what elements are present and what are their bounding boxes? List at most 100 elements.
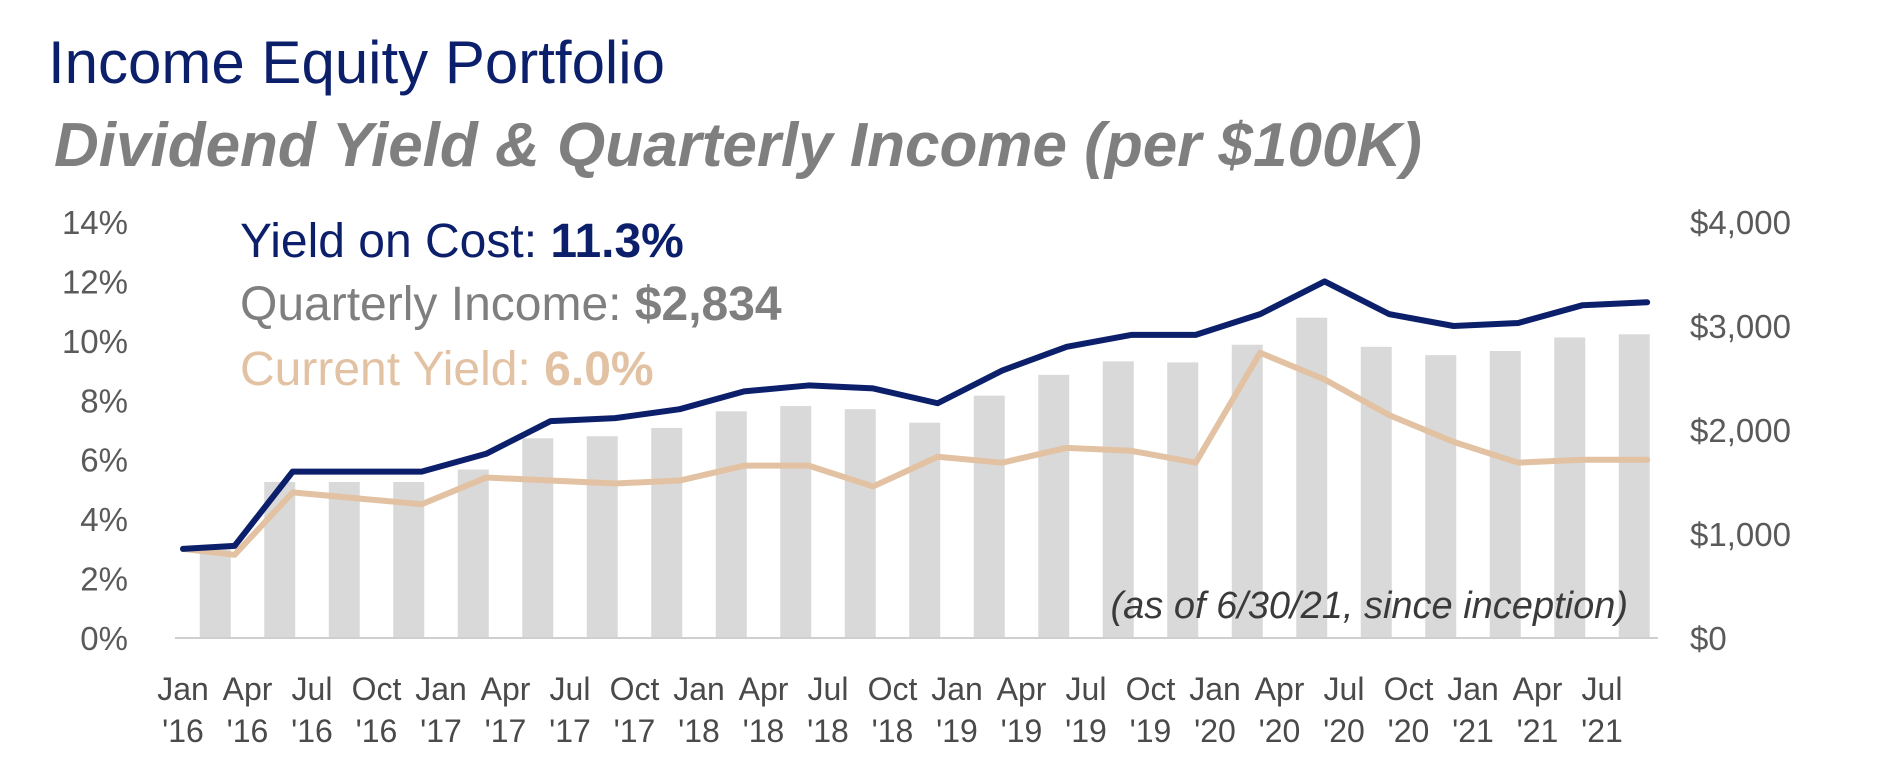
x-tick-month: Apr xyxy=(1513,671,1563,707)
current-yield-line xyxy=(180,349,1651,558)
income-bar xyxy=(1167,362,1199,638)
x-axis-tick: Oct '19 xyxy=(1126,671,1176,749)
current-yield-value: 6.0% xyxy=(544,343,653,396)
x-tick-month: Apr xyxy=(223,671,273,707)
quarterly-income-value: $2,834 xyxy=(635,278,782,331)
x-tick-year: '18 xyxy=(678,713,720,749)
x-tick-year: '17 xyxy=(485,713,527,749)
x-axis-tick: Jan '18 xyxy=(673,671,725,749)
x-axis-tick: Jul '18 xyxy=(807,671,849,749)
x-tick-year: '18 xyxy=(743,713,785,749)
x-tick-year: '20 xyxy=(1194,713,1236,749)
yield-on-cost-label: Yield on Cost: xyxy=(240,215,550,268)
income-bar xyxy=(651,427,683,638)
x-tick-month: Apr xyxy=(997,671,1047,707)
x-tick-month: Oct xyxy=(610,671,660,707)
x-tick-year: '20 xyxy=(1388,713,1430,749)
x-tick-year: '19 xyxy=(1001,713,1043,749)
left-axis-tick: 4% xyxy=(80,501,128,538)
left-axis-tick: 6% xyxy=(80,442,128,479)
yield-on-cost-stat: Yield on Cost: 11.3% xyxy=(240,215,684,268)
x-tick-month: Jan xyxy=(157,671,209,707)
x-axis-tick: Apr '16 xyxy=(223,671,273,749)
quarterly-income-stat: Quarterly Income: $2,834 xyxy=(240,278,782,331)
income-bar xyxy=(715,411,747,638)
x-axis-tick: Jan '17 xyxy=(415,671,467,749)
x-axis-tick: Jan '20 xyxy=(1189,671,1241,749)
x-axis-tick: Oct '18 xyxy=(868,671,918,749)
x-tick-year: '19 xyxy=(1065,713,1107,749)
x-tick-month: Jul xyxy=(1324,671,1365,707)
x-tick-month: Jan xyxy=(1447,671,1499,707)
x-tick-month: Jan xyxy=(415,671,467,707)
x-axis-tick: Apr '18 xyxy=(739,671,789,749)
x-axis-tick: Jan '21 xyxy=(1447,671,1499,749)
yield-on-cost-line xyxy=(180,278,1651,552)
income-bar xyxy=(780,406,812,638)
income-bar xyxy=(1554,337,1586,638)
x-axis-tick: Jul '20 xyxy=(1323,671,1365,749)
x-axis-tick: Oct '16 xyxy=(352,671,402,749)
x-tick-month: Apr xyxy=(739,671,789,707)
left-axis-tick: 2% xyxy=(80,561,128,598)
left-axis-tick: 0% xyxy=(80,620,128,657)
x-axis-ticks: Jan '16 Apr '16 Jul '16 Oct '16 Jan '17 Apr '17 Jul '… xyxy=(157,671,1623,749)
x-axis-tick: Jul '17 xyxy=(549,671,591,749)
x-tick-month: Oct xyxy=(352,671,402,707)
x-tick-year: '21 xyxy=(1452,713,1494,749)
income-bar xyxy=(1102,361,1134,638)
x-axis-tick: Oct '17 xyxy=(610,671,660,749)
chart-title: Income Equity Portfolio xyxy=(48,29,665,96)
left-axis-ticks: 0% 2% 4% 6% 8% 10% 12% 14% xyxy=(62,204,128,657)
x-tick-year: '20 xyxy=(1323,713,1365,749)
x-tick-year: '19 xyxy=(1130,713,1172,749)
x-tick-month: Oct xyxy=(1384,671,1434,707)
income-bars xyxy=(199,317,1650,638)
right-axis-tick: $4,000 xyxy=(1690,204,1791,241)
x-axis-tick: Jan '16 xyxy=(157,671,209,749)
x-tick-month: Oct xyxy=(1126,671,1176,707)
quarterly-income-label: Quarterly Income: xyxy=(240,278,635,331)
income-bar xyxy=(393,482,425,638)
income-bar xyxy=(1038,374,1070,638)
x-tick-year: '17 xyxy=(549,713,591,749)
x-axis-tick: Jan '19 xyxy=(931,671,983,749)
left-axis-tick: 10% xyxy=(62,323,128,360)
x-axis-tick: Apr '20 xyxy=(1255,671,1305,749)
x-axis-tick: Jul '21 xyxy=(1581,671,1623,749)
x-tick-month: Jan xyxy=(1189,671,1241,707)
left-axis-tick: 8% xyxy=(80,382,128,419)
right-axis-tick: $1,000 xyxy=(1690,516,1791,553)
income-bar xyxy=(1360,346,1392,638)
x-axis-tick: Jul '19 xyxy=(1065,671,1107,749)
income-bar xyxy=(1618,334,1650,638)
x-tick-month: Jan xyxy=(673,671,725,707)
left-axis-tick: 14% xyxy=(62,204,128,241)
x-tick-month: Oct xyxy=(868,671,918,707)
x-tick-month: Jul xyxy=(550,671,591,707)
income-bar xyxy=(522,438,554,638)
x-tick-year: '21 xyxy=(1517,713,1559,749)
x-tick-year: '18 xyxy=(872,713,914,749)
x-tick-month: Jul xyxy=(292,671,333,707)
x-tick-month: Jul xyxy=(1066,671,1107,707)
x-tick-year: '17 xyxy=(420,713,462,749)
x-tick-month: Apr xyxy=(481,671,531,707)
income-bar xyxy=(844,409,876,638)
x-tick-year: '18 xyxy=(807,713,849,749)
x-tick-year: '17 xyxy=(614,713,656,749)
x-tick-month: Jan xyxy=(931,671,983,707)
right-axis-tick: $3,000 xyxy=(1690,308,1791,345)
right-axis-tick: $0 xyxy=(1690,620,1727,657)
income-bar xyxy=(586,436,618,638)
right-axis-tick: $2,000 xyxy=(1690,412,1791,449)
income-bar xyxy=(1489,350,1521,638)
x-tick-year: '16 xyxy=(227,713,269,749)
current-yield-label: Current Yield: xyxy=(240,343,544,396)
as-of-note: (as of 6/30/21, since inception) xyxy=(1110,585,1628,627)
income-bar xyxy=(328,482,360,638)
x-tick-year: '20 xyxy=(1259,713,1301,749)
x-tick-year: '16 xyxy=(356,713,398,749)
yield-on-cost-value: 11.3% xyxy=(550,215,683,268)
x-tick-month: Jul xyxy=(1582,671,1623,707)
